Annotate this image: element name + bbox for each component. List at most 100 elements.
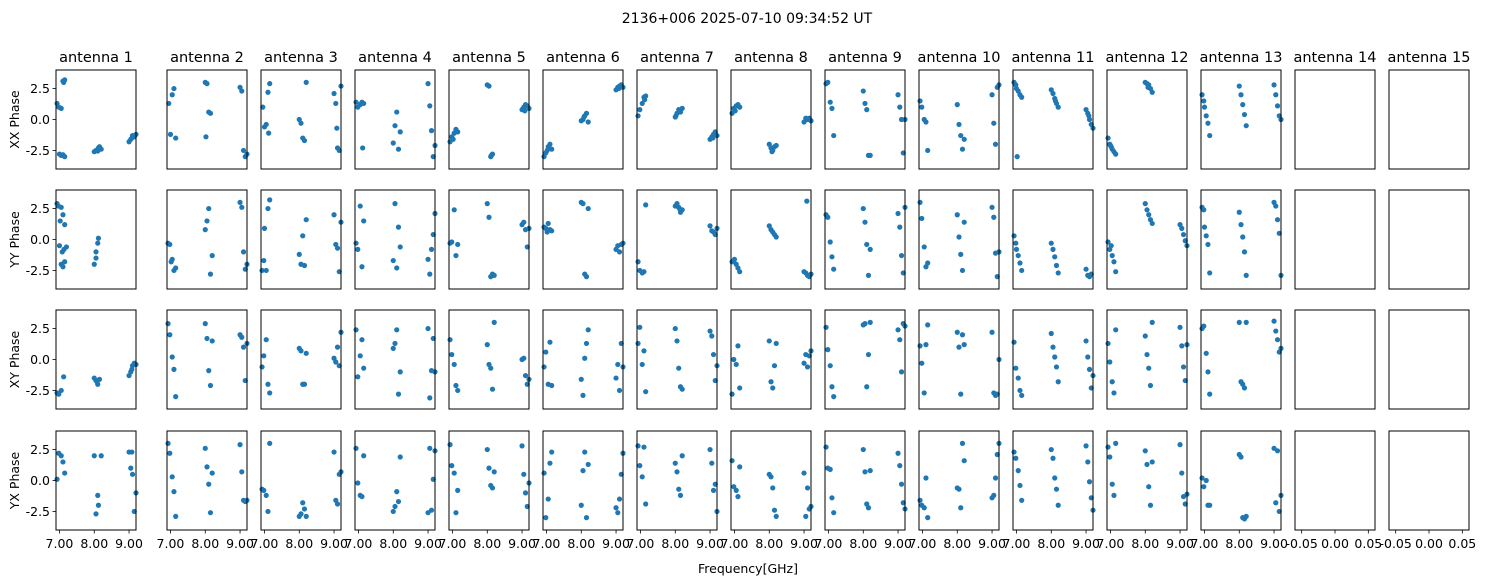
data-point <box>207 382 214 389</box>
panel-frame <box>730 309 812 410</box>
data-point <box>823 324 829 330</box>
panels-group: antenna 1 antenna 2 antenna 3 antenna 4 ante… <box>7 50 1476 551</box>
data-point <box>240 344 247 350</box>
data-point <box>1083 338 1089 344</box>
x-tick-label: 9.00 <box>508 536 536 551</box>
data-point <box>240 147 247 154</box>
data-point <box>643 202 649 208</box>
x-tick-label: 7.00 <box>627 536 655 551</box>
data-point <box>733 487 739 493</box>
data-point <box>578 376 584 382</box>
data-point <box>1201 224 1208 230</box>
data-point <box>267 440 273 446</box>
data-point <box>673 113 679 119</box>
panel-frame <box>260 309 342 410</box>
data-point <box>206 205 212 212</box>
data-point <box>1052 254 1058 260</box>
data-point <box>1180 231 1187 238</box>
data-point <box>1205 241 1211 248</box>
panel-frame <box>448 189 530 290</box>
data-point <box>710 487 717 493</box>
data-point <box>392 123 398 129</box>
panel-frame <box>730 430 812 531</box>
data-point <box>361 100 367 107</box>
panel-frame <box>260 430 342 531</box>
data-point <box>1019 497 1025 503</box>
data-point <box>488 152 495 158</box>
data-point <box>1147 382 1154 389</box>
data-point <box>1179 343 1185 349</box>
data-point <box>167 332 173 338</box>
data-point <box>428 507 435 513</box>
data-point <box>585 461 591 468</box>
data-point <box>165 321 171 327</box>
data-point <box>165 440 171 446</box>
data-point <box>397 369 403 375</box>
data-point <box>1201 207 1207 213</box>
data-point <box>637 463 643 469</box>
panel-frame <box>1388 189 1470 290</box>
data-point <box>334 125 340 131</box>
data-point <box>923 119 929 125</box>
data-point <box>57 218 63 224</box>
data-point <box>1013 246 1020 252</box>
data-point <box>679 105 685 111</box>
data-point <box>582 449 588 455</box>
antenna-title: antenna 2 <box>170 50 244 66</box>
panel-frame <box>1106 189 1188 290</box>
data-point <box>545 496 551 502</box>
data-point <box>359 264 365 270</box>
data-point <box>825 79 831 85</box>
data-point <box>771 507 778 513</box>
data-point <box>1243 319 1249 325</box>
data-point <box>209 252 215 259</box>
data-point <box>129 449 135 455</box>
data-point <box>169 92 175 98</box>
data-point <box>544 147 550 154</box>
y-tick-label: 2.5 <box>30 201 50 216</box>
data-point <box>334 245 341 251</box>
data-point <box>1105 135 1111 141</box>
data-point <box>267 390 273 396</box>
data-point <box>1017 387 1023 394</box>
data-point <box>547 141 553 147</box>
data-point <box>1274 217 1281 223</box>
data-point <box>58 387 64 394</box>
data-point <box>204 464 210 470</box>
data-point <box>1243 123 1249 129</box>
data-point <box>239 334 245 340</box>
data-point <box>549 228 555 234</box>
data-point <box>1086 366 1093 372</box>
data-point <box>1241 385 1248 391</box>
data-point <box>862 219 868 225</box>
y-tick-label: 2.5 <box>30 442 50 457</box>
x-tick-label: 7.00 <box>251 536 279 551</box>
data-point <box>1273 328 1279 334</box>
y-tick-label: -2.5 <box>26 383 50 398</box>
data-point <box>62 470 68 476</box>
data-point <box>395 146 402 152</box>
data-point <box>60 212 66 218</box>
data-point <box>240 249 247 255</box>
data-point <box>171 366 177 372</box>
data-point <box>173 135 179 141</box>
data-point <box>707 328 713 334</box>
data-point <box>427 395 433 401</box>
data-point <box>427 103 433 109</box>
data-point <box>733 361 739 368</box>
data-point <box>489 386 496 392</box>
data-point <box>1011 339 1017 345</box>
data-point <box>865 351 872 358</box>
data-point <box>521 219 527 225</box>
data-point <box>1085 459 1091 465</box>
data-point <box>1050 344 1056 350</box>
data-point <box>991 120 997 126</box>
data-point <box>674 338 680 344</box>
data-point <box>959 146 966 152</box>
data-point <box>301 381 308 387</box>
data-point <box>860 88 866 94</box>
data-point <box>394 327 400 333</box>
data-point <box>549 382 555 389</box>
data-point <box>956 234 962 240</box>
data-point <box>707 223 713 229</box>
